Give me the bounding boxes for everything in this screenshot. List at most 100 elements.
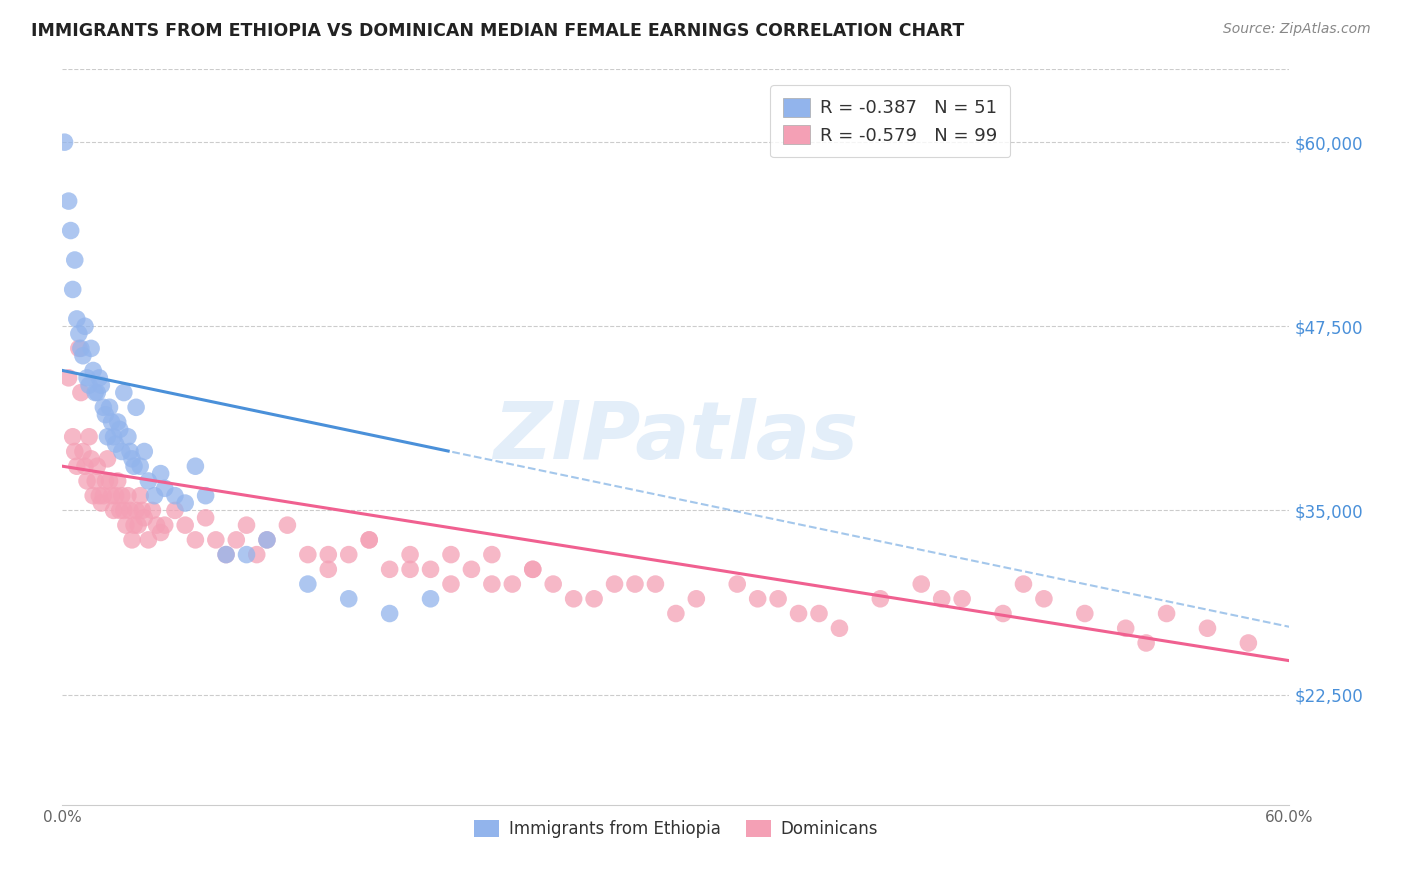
- Point: [440, 548, 463, 562]
- Point: [194, 510, 217, 524]
- Point: [122, 518, 145, 533]
- Text: Source: ZipAtlas.com: Source: ZipAtlas.com: [1223, 22, 1371, 37]
- Point: [624, 577, 647, 591]
- Point: [100, 415, 122, 429]
- Point: [62, 283, 84, 297]
- Point: [62, 430, 84, 444]
- Point: [174, 518, 197, 533]
- Point: [82, 363, 104, 377]
- Point: [96, 430, 118, 444]
- Point: [991, 607, 1014, 621]
- Point: [931, 591, 953, 606]
- Point: [256, 533, 278, 547]
- Point: [125, 503, 148, 517]
- Point: [747, 591, 769, 606]
- Point: [76, 371, 98, 385]
- Point: [115, 518, 138, 533]
- Point: [950, 591, 973, 606]
- Point: [138, 533, 160, 547]
- Point: [337, 548, 360, 562]
- Point: [117, 489, 139, 503]
- Point: [153, 481, 176, 495]
- Point: [163, 503, 186, 517]
- Point: [194, 489, 217, 503]
- Point: [378, 562, 401, 576]
- Point: [205, 533, 228, 547]
- Point: [297, 577, 319, 591]
- Point: [100, 489, 122, 503]
- Point: [603, 577, 626, 591]
- Point: [127, 518, 149, 533]
- Point: [1115, 621, 1137, 635]
- Point: [174, 496, 197, 510]
- Point: [129, 489, 152, 503]
- Point: [90, 496, 112, 510]
- Point: [235, 548, 257, 562]
- Point: [399, 562, 422, 576]
- Point: [828, 621, 851, 635]
- Point: [225, 533, 247, 547]
- Point: [359, 533, 381, 547]
- Point: [725, 577, 748, 591]
- Point: [808, 607, 831, 621]
- Point: [787, 607, 810, 621]
- Point: [522, 562, 544, 576]
- Point: [125, 401, 148, 415]
- Point: [66, 312, 89, 326]
- Point: [108, 503, 131, 517]
- Point: [665, 607, 688, 621]
- Point: [59, 223, 82, 237]
- Point: [481, 548, 503, 562]
- Point: [112, 385, 135, 400]
- Point: [73, 319, 96, 334]
- Point: [184, 459, 207, 474]
- Point: [53, 135, 76, 149]
- Text: IMMIGRANTS FROM ETHIOPIA VS DOMINICAN MEDIAN FEMALE EARNINGS CORRELATION CHART: IMMIGRANTS FROM ETHIOPIA VS DOMINICAN ME…: [31, 22, 965, 40]
- Point: [163, 489, 186, 503]
- Point: [1074, 607, 1097, 621]
- Point: [63, 252, 86, 267]
- Point: [766, 591, 789, 606]
- Point: [77, 378, 100, 392]
- Point: [76, 474, 98, 488]
- Point: [86, 385, 108, 400]
- Point: [108, 422, 131, 436]
- Point: [256, 533, 278, 547]
- Point: [501, 577, 523, 591]
- Point: [440, 577, 463, 591]
- Point: [131, 503, 153, 517]
- Point: [419, 562, 441, 576]
- Point: [103, 430, 125, 444]
- Point: [98, 401, 121, 415]
- Point: [378, 607, 401, 621]
- Point: [145, 518, 167, 533]
- Point: [1012, 577, 1035, 591]
- Point: [184, 533, 207, 547]
- Point: [72, 349, 94, 363]
- Point: [111, 444, 134, 458]
- Point: [117, 430, 139, 444]
- Point: [98, 474, 121, 488]
- Point: [66, 459, 89, 474]
- Point: [129, 459, 152, 474]
- Point: [107, 474, 129, 488]
- Point: [541, 577, 564, 591]
- Point: [359, 533, 381, 547]
- Point: [58, 371, 80, 385]
- Point: [1135, 636, 1157, 650]
- Point: [67, 342, 90, 356]
- Point: [644, 577, 666, 591]
- Point: [297, 548, 319, 562]
- Point: [149, 467, 172, 481]
- Point: [141, 503, 163, 517]
- Point: [143, 489, 166, 503]
- Point: [149, 525, 172, 540]
- Point: [94, 474, 117, 488]
- Point: [138, 474, 160, 488]
- Point: [93, 401, 115, 415]
- Point: [583, 591, 606, 606]
- Point: [215, 548, 238, 562]
- Point: [562, 591, 585, 606]
- Point: [246, 548, 269, 562]
- Point: [104, 437, 127, 451]
